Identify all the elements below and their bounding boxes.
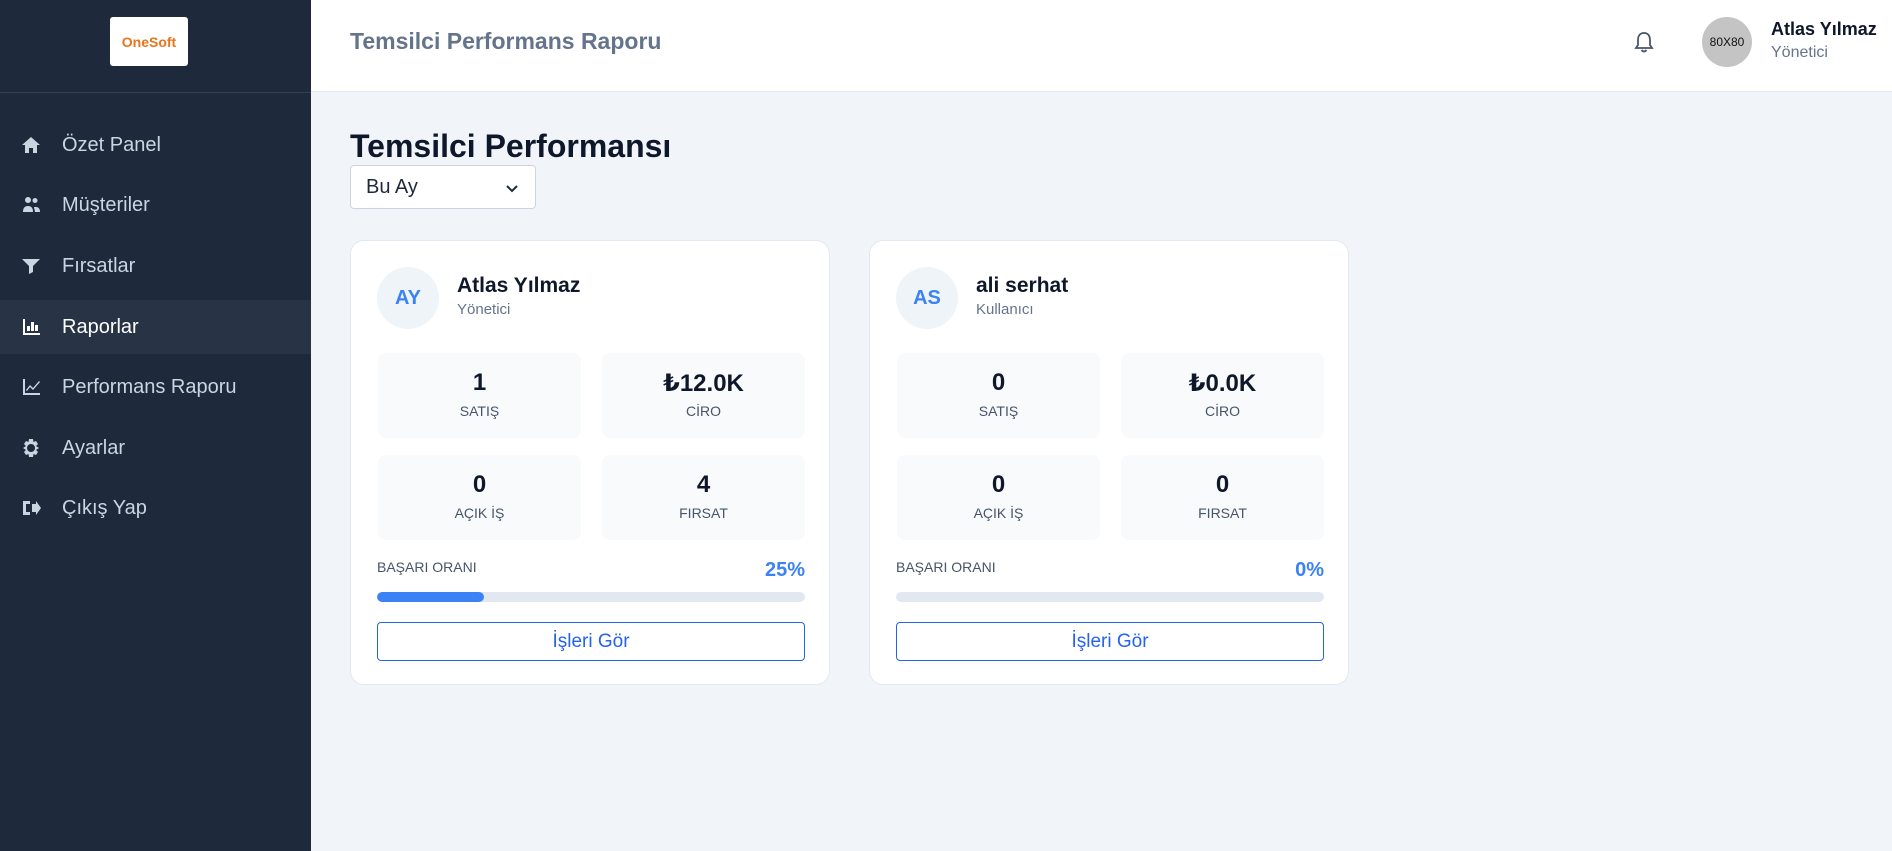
period-value: Bu Ay (366, 175, 418, 198)
nav-label: Raporlar (62, 315, 139, 338)
period-select[interactable]: Bu Ay (350, 165, 536, 209)
nav-item[interactable]: Performans Raporu (0, 360, 311, 414)
header-title: Temsilci Performans Raporu (350, 28, 662, 54)
icon-shape (23, 319, 40, 335)
stat-box: 0 SATIŞ (897, 353, 1100, 438)
stat-box: 4 FIRSAT (602, 455, 805, 540)
stat-value: 0 (1215, 471, 1230, 498)
rep-name: Atlas Yılmaz (457, 274, 581, 297)
success-rate: 0% (1295, 559, 1324, 581)
progress-bar (377, 592, 484, 602)
nav-item[interactable]: Ayarlar (0, 421, 311, 475)
rep-name: ali serhat (976, 274, 1069, 297)
stat-label: FIRSAT (1198, 505, 1247, 521)
icon-shape (23, 501, 41, 515)
progress-track (896, 592, 1324, 602)
success-label: BAŞARI ORANI (377, 559, 477, 575)
stat-box: ₺0.0K CİRO (1121, 353, 1324, 438)
view-jobs-button[interactable]: İşleri Gör (896, 622, 1324, 661)
header: Temsilci Performans Raporu 80X80 Atlas Y… (311, 0, 1892, 92)
nav-icon (23, 319, 40, 335)
stat-value: 4 (696, 471, 711, 498)
notification-bell[interactable] (1633, 30, 1655, 54)
stat-box: 0 AÇIK İŞ (378, 455, 581, 540)
nav-icon (22, 137, 40, 153)
nav-item[interactable]: Müşteriler (0, 178, 311, 232)
nav-icon (23, 379, 40, 395)
nav-label: Özet Panel (62, 133, 161, 156)
user-role: Yönetici (1771, 44, 1828, 61)
stat-value: 0 (991, 471, 1006, 498)
sidebar: OneSoft Özet Panel Müşteriler Fırsatlar Rap… (0, 0, 311, 851)
rep-initials: AS (896, 267, 958, 329)
logo[interactable]: OneSoft (110, 17, 188, 66)
nav-item[interactable]: Raporlar (0, 300, 311, 354)
rep-initials: AY (377, 267, 439, 329)
nav-label: Ayarlar (62, 436, 125, 459)
nav-item[interactable]: Çıkış Yap (0, 481, 311, 535)
user-name: Atlas Yılmaz (1771, 19, 1877, 39)
nav-item[interactable]: Fırsatlar (0, 239, 311, 293)
user-avatar[interactable]: 80X80 (1702, 17, 1752, 67)
nav-item[interactable]: Özet Panel (0, 118, 311, 172)
stat-box: 0 FIRSAT (1121, 455, 1324, 540)
icon-shape (22, 137, 40, 153)
rep-card: AS ali serhat Kullanıcı 0 SATIŞ ₺0.0K CİRO 0 AÇI… (869, 240, 1349, 685)
nav-label: Performans Raporu (62, 375, 237, 398)
stat-box: 1 SATIŞ (378, 353, 581, 438)
nav-label: Çıkış Yap (62, 496, 147, 519)
stat-value: 0 (991, 369, 1006, 396)
chevron (506, 185, 518, 193)
stat-box: ₺12.0K CİRO (602, 353, 805, 438)
view-jobs-button[interactable]: İşleri Gör (377, 622, 805, 661)
stat-box: 0 AÇIK İŞ (897, 455, 1100, 540)
stat-label: AÇIK İŞ (454, 505, 505, 521)
stat-label: AÇIK İŞ (973, 505, 1024, 521)
icon-shape (23, 197, 40, 212)
rep-role: Yönetici (457, 301, 511, 318)
nav-label: Müşteriler (62, 193, 150, 216)
nav-icon (23, 439, 39, 457)
stat-label: CİRO (686, 403, 721, 419)
rep-card: AY Atlas Yılmaz Yönetici 1 SATIŞ ₺12.0K CİRO 0 A… (350, 240, 830, 685)
stat-value: 0 (472, 471, 487, 498)
stat-label: FIRSAT (679, 505, 728, 521)
nav-icon (23, 197, 40, 212)
icon-shape (23, 439, 39, 457)
nav-label: Fırsatlar (62, 254, 136, 277)
divider (0, 92, 311, 93)
nav-icon (22, 259, 40, 274)
icon-shape (23, 379, 40, 395)
stat-label: CİRO (1205, 403, 1240, 419)
nav-icon (23, 501, 41, 515)
progress-track (377, 592, 805, 602)
page-title: Temsilci Performansı (350, 128, 672, 164)
stat-value: 1 (472, 369, 487, 396)
success-label: BAŞARI ORANI (896, 559, 996, 575)
stat-value: ₺0.0K (1188, 370, 1257, 397)
stat-label: SATIŞ (459, 403, 500, 419)
stat-label: SATIŞ (978, 403, 1019, 419)
success-rate: 25% (764, 559, 805, 581)
icon-shape (22, 259, 40, 274)
rep-role: Kullanıcı (976, 301, 1034, 318)
stat-value: ₺12.0K (663, 370, 744, 397)
